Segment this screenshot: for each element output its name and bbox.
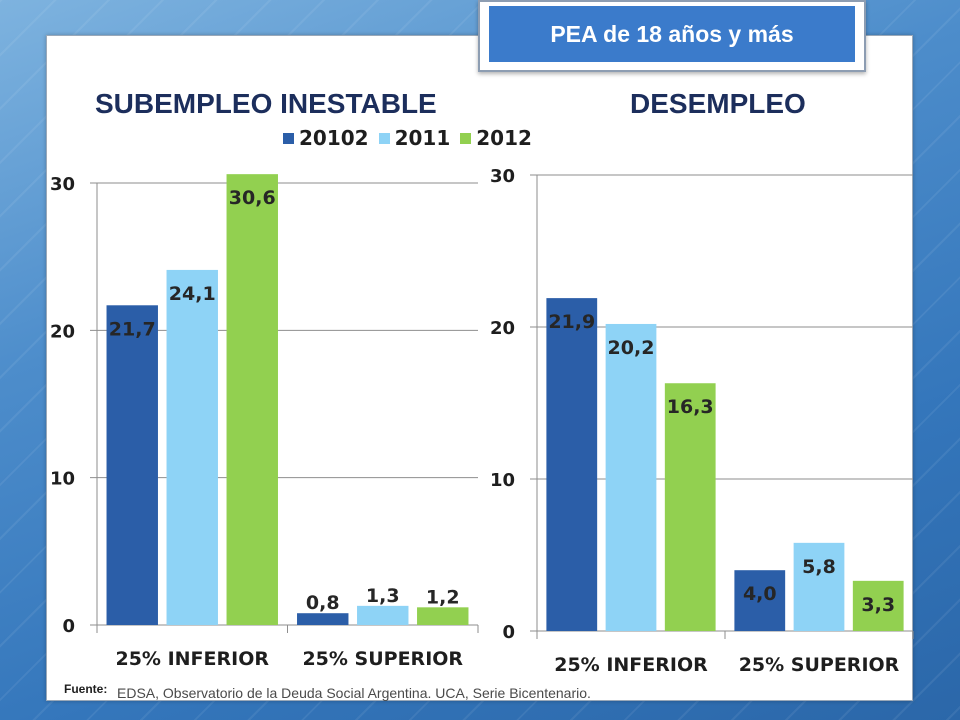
bar-series-0-category-1	[734, 570, 786, 631]
data-label: 21,7	[109, 318, 156, 340]
population-badge: PEA de 18 años y más	[478, 0, 866, 72]
bar-series-0-category-1	[297, 613, 349, 625]
legend-item-series-1: 2011	[378, 126, 451, 150]
bar-series-0-category-0	[106, 305, 158, 625]
y-tick-label: 0	[502, 622, 515, 643]
bar-series-2-category-0	[226, 174, 278, 625]
y-tick-label: 20	[50, 321, 75, 342]
legend-swatch	[378, 132, 390, 144]
chart-title-subempleo: SUBEMPLEO INESTABLE	[95, 88, 437, 119]
bar-series-0-category-0	[546, 298, 598, 631]
bar-series-1-category-0	[166, 269, 218, 625]
y-tick-label: 0	[62, 616, 75, 637]
x-category-label: 25% INFERIOR	[115, 648, 269, 670]
data-label: 0,8	[306, 592, 340, 614]
legend-item-series-2: 2012	[460, 127, 532, 149]
data-label: 30,6	[229, 187, 276, 209]
legend-label: 2011	[394, 126, 451, 150]
data-label: 5,8	[802, 556, 836, 578]
legend-label: 20102	[299, 126, 369, 150]
data-label: 3,3	[861, 594, 895, 616]
data-label: 21,9	[548, 311, 595, 333]
data-label: 1,3	[366, 585, 400, 607]
legend-item-series-0: 20102	[283, 127, 369, 149]
y-tick-label: 30	[490, 166, 515, 187]
chart-plot-1: 0 10 20 30 25% INFERIOR 25% SUPERIOR 21,9 4,0 20…	[490, 166, 914, 676]
y-tick-label: 10	[490, 470, 515, 491]
y-tick-label: 20	[490, 318, 515, 339]
bar-series-1-category-0	[605, 323, 657, 631]
x-category-label: 25% SUPERIOR	[302, 648, 463, 670]
x-category-label: 25% INFERIOR	[554, 654, 708, 676]
bar-series-2-category-1	[417, 607, 469, 625]
data-label: 20,2	[608, 337, 655, 359]
population-badge-fill: PEA de 18 años y más	[489, 6, 855, 62]
y-tick-label: 10	[50, 469, 75, 490]
source-text: EDSA, Observatorio de la Deuda Social Ar…	[117, 685, 591, 701]
bar-series-2-category-1	[852, 580, 904, 631]
data-label: 4,0	[743, 583, 777, 605]
bar-series-1-category-1	[793, 542, 845, 631]
bar-series-2-category-0	[664, 383, 716, 631]
legend-label: 2012	[476, 126, 532, 150]
y-tick-label: 30	[50, 174, 75, 195]
legend-swatch	[283, 132, 294, 144]
legend-swatch	[460, 132, 472, 144]
population-badge-label: PEA de 18 años y más	[550, 20, 794, 47]
data-label: 24,1	[169, 283, 216, 305]
source-label: Fuente:	[64, 682, 108, 696]
data-label: 16,3	[667, 396, 714, 418]
chart-plot-0: 0 10 20 30 25% INFERIOR 25% SUPERIOR 21,7 0,8 24…	[50, 174, 479, 670]
bar-series-1-category-1	[357, 605, 409, 625]
legend: 20102 2011 2012	[283, 127, 532, 149]
data-label: 1,2	[426, 586, 460, 608]
x-category-label: 25% SUPERIOR	[739, 654, 900, 676]
chart-title-desempleo: DESEMPLEO	[630, 88, 806, 119]
